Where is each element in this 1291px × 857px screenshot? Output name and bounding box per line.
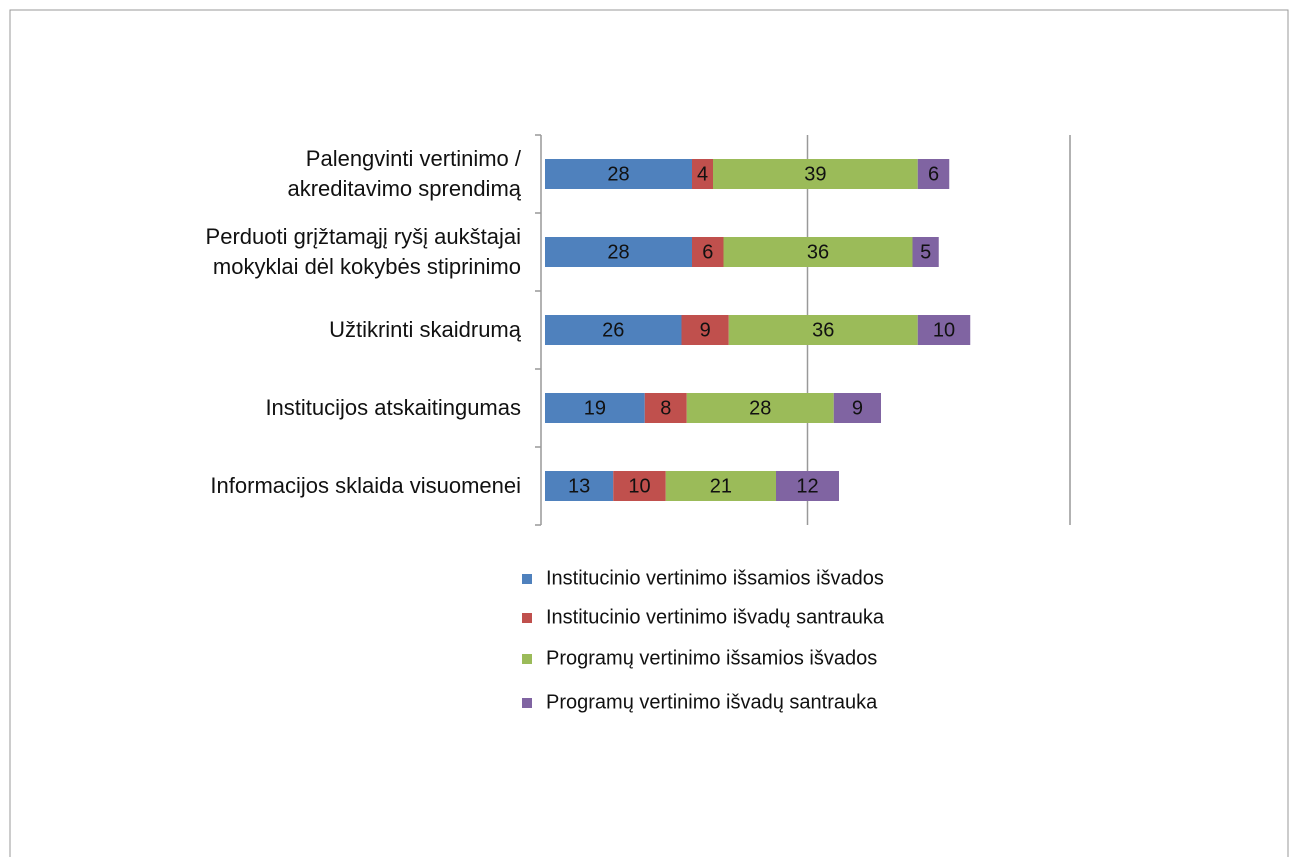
value-label: 13	[568, 475, 590, 497]
category-label: Informacijos sklaida visuomenei	[210, 473, 521, 498]
bar-segment	[613, 471, 666, 501]
value-label: 4	[697, 163, 708, 185]
value-label: 5	[920, 241, 931, 263]
category-label: Palengvinti vertinimo / akreditavimo spr…	[287, 146, 521, 201]
value-label: 9	[700, 319, 711, 341]
value-label: 39	[804, 163, 826, 185]
bar-segment	[692, 237, 724, 267]
bar-segment	[917, 159, 950, 189]
bar-segment	[917, 315, 971, 345]
legend-swatch	[522, 654, 532, 664]
bar-segment	[686, 393, 834, 423]
value-label: 8	[660, 397, 671, 419]
category-label: Užtikrinti skaidrumą	[329, 317, 521, 342]
value-label: 10	[628, 475, 650, 497]
legend-label: Institucinio vertinimo išsamios išvados	[546, 567, 884, 589]
value-label: 10	[933, 319, 955, 341]
bar-segment	[545, 159, 692, 189]
value-label: 9	[852, 397, 863, 419]
bar-segment	[728, 315, 918, 345]
value-label: 28	[607, 241, 629, 263]
bar-segment	[545, 315, 682, 345]
value-label: 28	[607, 163, 629, 185]
value-label: 36	[812, 319, 834, 341]
bar-segment	[545, 237, 692, 267]
bar-segment	[723, 237, 913, 267]
bar-segment	[912, 237, 939, 267]
value-label: 12	[796, 475, 818, 497]
bar-segment	[681, 315, 729, 345]
value-label: 28	[749, 397, 771, 419]
frame	[9, 9, 1289, 857]
legend-label: Programų vertinimo išvadų santrauka	[546, 691, 878, 713]
bar-segment	[665, 471, 776, 501]
legend-swatch	[522, 574, 532, 584]
bar-segment	[776, 471, 839, 501]
value-label: 26	[602, 319, 624, 341]
bar-segment	[833, 393, 881, 423]
bar-segment	[545, 393, 645, 423]
bar-segment	[692, 159, 713, 189]
legend-swatch	[522, 613, 532, 623]
category-label: Perduoti grįžtamąjį ryšį aukštajai mokyk…	[205, 224, 521, 279]
bar-segment	[713, 159, 918, 189]
value-label: 6	[702, 241, 713, 263]
bar-segment	[644, 393, 687, 423]
legend-swatch	[522, 698, 532, 708]
value-label: 36	[807, 241, 829, 263]
bar-segment	[545, 471, 614, 501]
value-label: 6	[928, 163, 939, 185]
legend-label: Institucinio vertinimo išvadų santrauka	[546, 606, 885, 628]
legend-label: Programų vertinimo išsamios išvados	[546, 647, 877, 669]
category-label: Institucijos atskaitingumas	[265, 395, 521, 420]
value-label: 21	[710, 475, 732, 497]
value-label: 19	[584, 397, 606, 419]
